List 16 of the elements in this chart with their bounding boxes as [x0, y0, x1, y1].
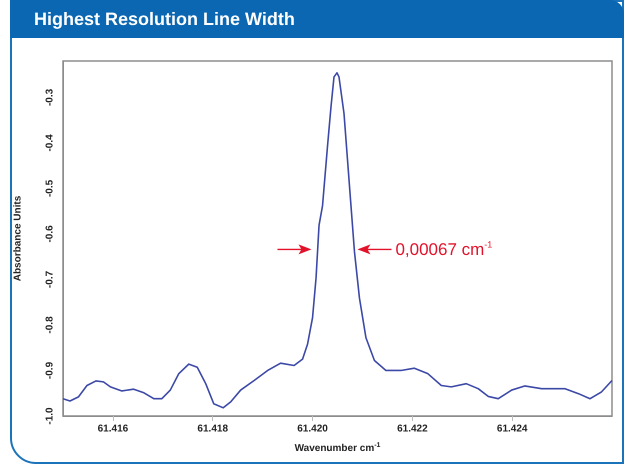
- y-tick-label: -0.4: [44, 134, 56, 152]
- y-tick-label: -0.5: [44, 179, 56, 198]
- x-tick-label: 61.416: [98, 424, 129, 434]
- x-tick-label: 61.422: [397, 424, 428, 434]
- y-tick-label: -0.3: [44, 88, 56, 106]
- y-axis-title: Absorbance Units: [12, 195, 24, 282]
- y-tick-label: -0.8: [44, 316, 56, 334]
- y-tick-label: -1.0: [44, 406, 56, 425]
- x-tick-label: 61.420: [297, 424, 328, 434]
- y-tick-label: -0.7: [44, 270, 56, 288]
- y-tick-label: -0.6: [44, 224, 56, 243]
- y-tick-label: -0.9: [44, 361, 56, 380]
- x-tick-label: 61.418: [197, 424, 228, 434]
- x-tick-label: 61.424: [496, 424, 528, 434]
- chart-title: Highest Resolution Line Width: [34, 9, 295, 30]
- line-series: [62, 72, 613, 409]
